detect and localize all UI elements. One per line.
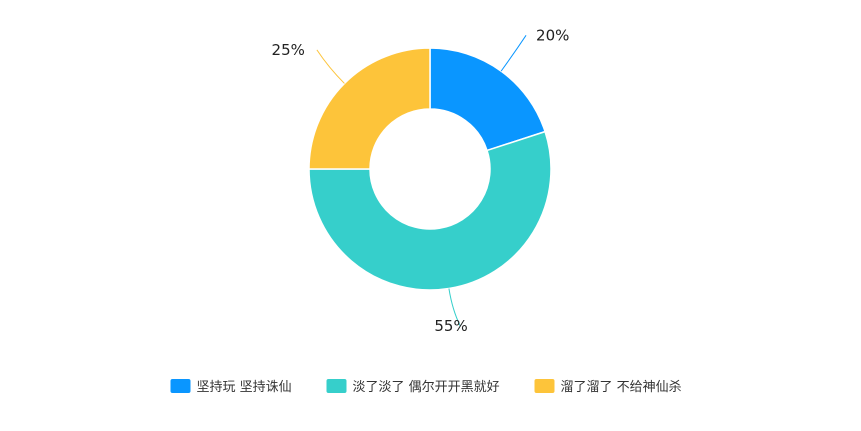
legend-item-2[interactable]: 淡了淡了 偶尔开开黑就好	[326, 379, 500, 395]
slice-2[interactable]	[308, 130, 552, 291]
legend-item-3[interactable]: 溜了溜了 不给神仙杀	[534, 379, 682, 395]
slice-3[interactable]	[308, 47, 431, 170]
slices-layer	[308, 47, 552, 291]
legend-swatch-3	[534, 379, 555, 393]
legend-swatch-1	[170, 379, 191, 393]
legend-label-2: 淡了淡了 偶尔开开黑就好	[353, 380, 500, 395]
legend-label-1: 坚持玩 坚持诛仙	[197, 379, 292, 395]
leader-lines-layer	[316, 35, 527, 327]
legend-item-1[interactable]: 坚持玩 坚持诛仙	[170, 379, 292, 395]
legend-swatch-2	[326, 379, 347, 393]
legend-label-3: 溜了溜了 不给神仙杀	[561, 380, 682, 395]
slice-labels-layer: 20% 55% 25%	[272, 26, 570, 335]
slice-label-3: 25%	[272, 41, 305, 59]
leader-line-2	[448, 288, 461, 327]
slice-label-2: 55%	[434, 317, 467, 335]
leader-line-3	[316, 49, 345, 84]
legend: 坚持玩 坚持诛仙 淡了淡了 偶尔开开黑就好 溜了溜了 不给神仙杀	[170, 379, 682, 395]
slice-label-1: 20%	[536, 26, 569, 44]
slice-1[interactable]	[429, 47, 547, 152]
leader-line-1	[500, 35, 527, 72]
